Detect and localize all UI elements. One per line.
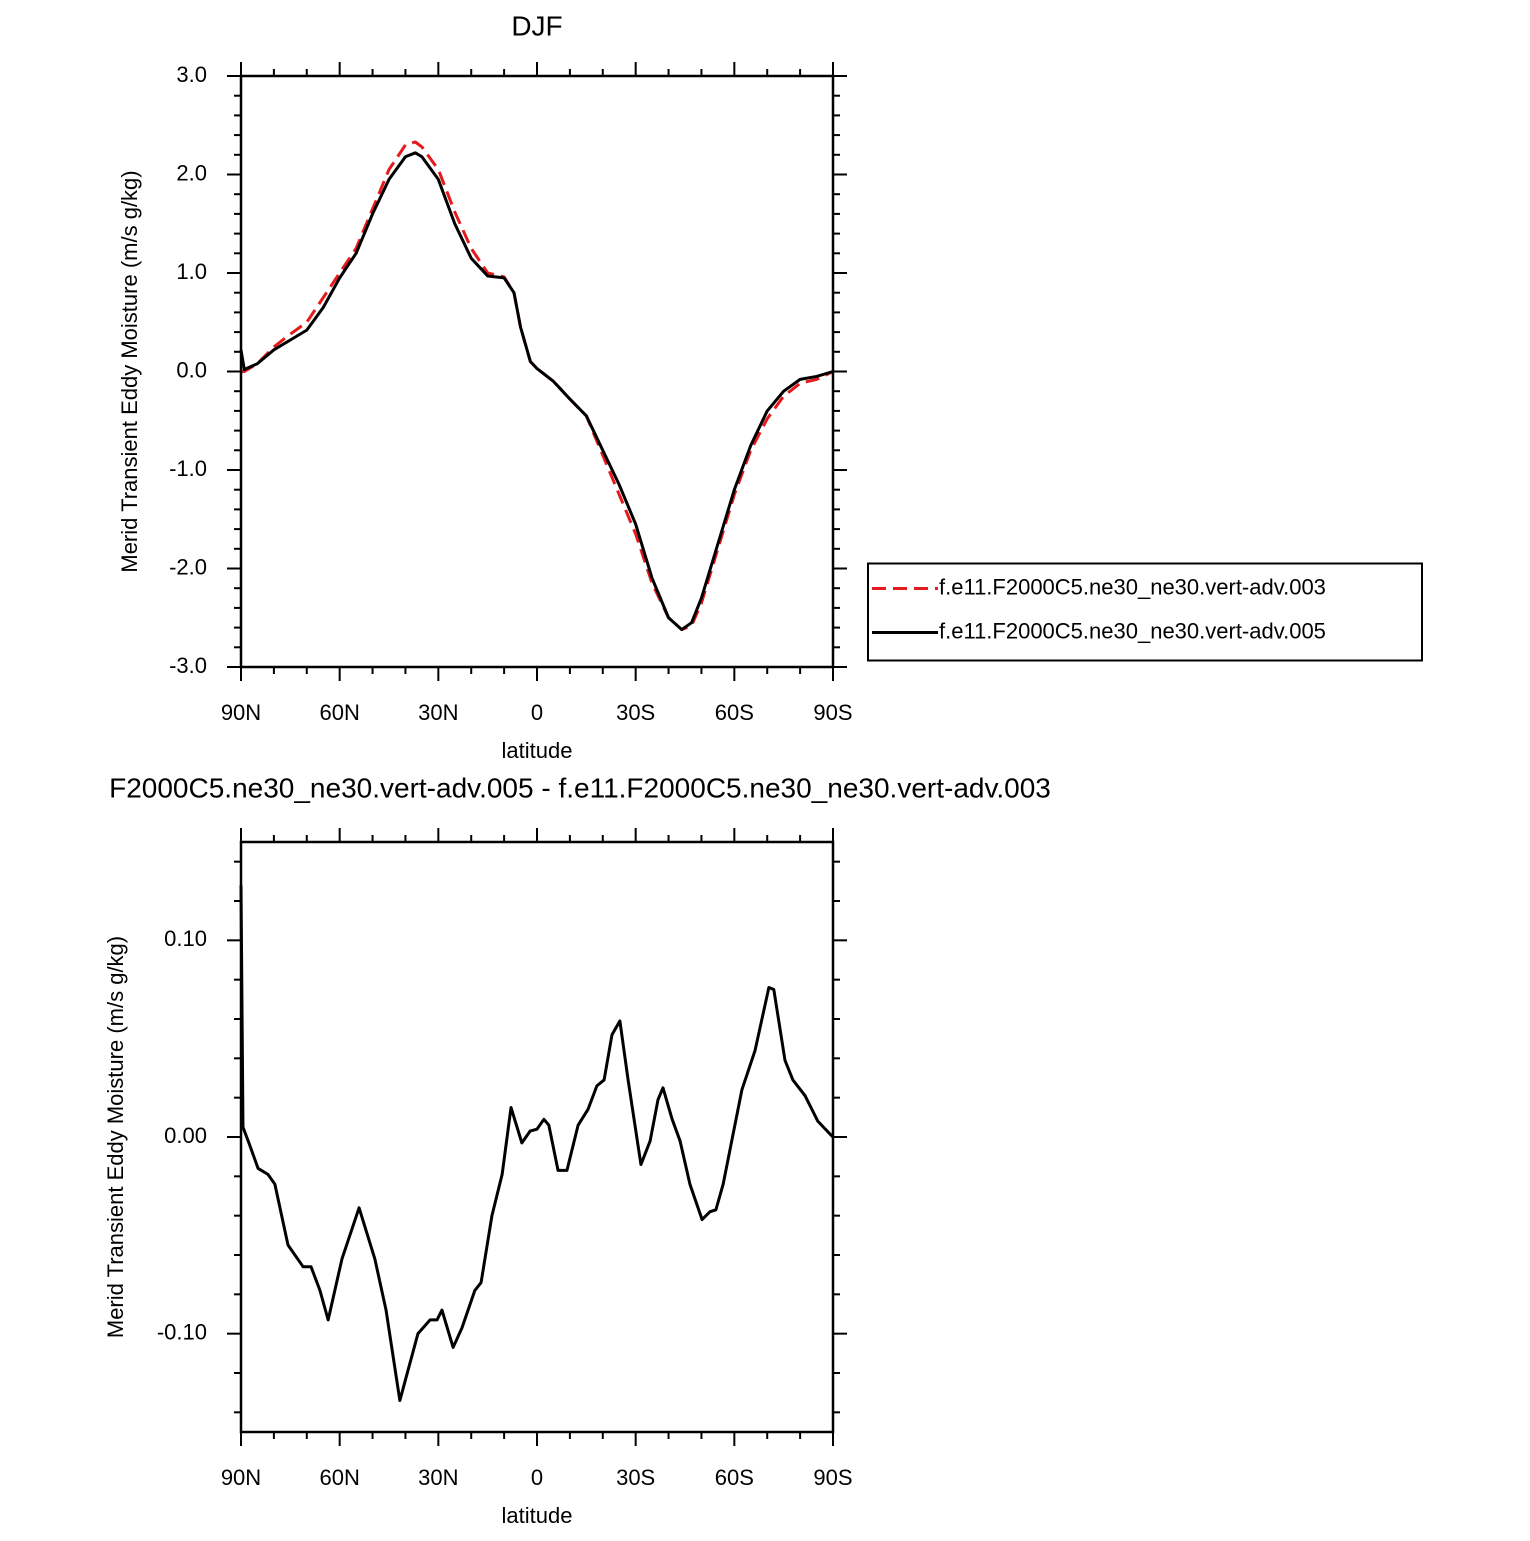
x-tick-label: 60S <box>715 1465 754 1490</box>
plot-frame <box>239 74 835 669</box>
y-tick-label: -1.0 <box>169 456 207 481</box>
legend-label: f.e11.F2000C5.ne30_ne30.vert-adv.005 <box>939 618 1326 643</box>
data-line <box>239 885 835 1403</box>
y-tick-label: -0.10 <box>157 1319 207 1344</box>
x-tick-label: 60S <box>715 700 754 725</box>
chart-title: F2000C5.ne30_ne30.vert-adv.005 - f.e11.F… <box>109 772 1051 803</box>
x-tick-label: 90N <box>221 700 261 725</box>
x-axis-label: latitude <box>502 738 573 763</box>
y-tick-label: 0.10 <box>164 926 207 951</box>
y-axis-label: Merid Transient Eddy Moisture (m/s g/kg) <box>117 170 142 572</box>
x-tick-label: 60N <box>319 700 359 725</box>
legend-label: f.e11.F2000C5.ne30_ne30.vert-adv.003 <box>939 574 1326 599</box>
x-tick-label: 90S <box>813 1465 852 1490</box>
y-tick-label: 1.0 <box>176 259 207 284</box>
x-tick-label: 30N <box>418 1465 458 1490</box>
x-tick-label: 30N <box>418 700 458 725</box>
x-tick-label: 90N <box>221 1465 261 1490</box>
x-tick-label: 0 <box>531 700 543 725</box>
data-line <box>241 140 834 632</box>
x-tick-label: 0 <box>531 1465 543 1490</box>
x-tick-label: 30S <box>616 700 655 725</box>
x-tick-label: 90S <box>813 700 852 725</box>
plot-frame <box>239 840 835 1434</box>
y-tick-label: -2.0 <box>169 554 207 579</box>
x-tick-label: 30S <box>616 1465 655 1490</box>
data-line <box>239 151 834 632</box>
x-tick-label: 60N <box>319 1465 359 1490</box>
y-tick-label: 0.00 <box>164 1123 207 1148</box>
y-axis-label: Merid Transient Eddy Moisture (m/s g/kg) <box>103 936 128 1338</box>
legend-box <box>867 562 1423 662</box>
y-tick-label: 0.0 <box>176 357 207 382</box>
x-axis-label: latitude <box>502 1503 573 1528</box>
y-tick-label: 3.0 <box>176 62 207 87</box>
y-tick-label: 2.0 <box>176 160 207 185</box>
chart-title: DJF <box>511 10 562 41</box>
y-tick-label: -3.0 <box>169 653 207 678</box>
